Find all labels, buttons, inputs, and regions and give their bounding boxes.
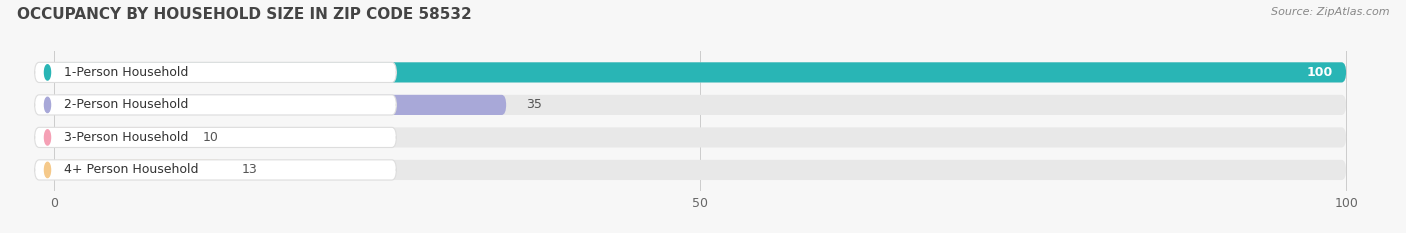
- Text: 100: 100: [1308, 66, 1333, 79]
- FancyBboxPatch shape: [53, 127, 1346, 147]
- FancyBboxPatch shape: [53, 160, 222, 180]
- Circle shape: [45, 130, 51, 145]
- FancyBboxPatch shape: [53, 95, 1346, 115]
- Text: 4+ Person Household: 4+ Person Household: [65, 163, 198, 176]
- FancyBboxPatch shape: [53, 62, 1346, 82]
- FancyBboxPatch shape: [35, 160, 396, 180]
- Circle shape: [45, 97, 51, 113]
- FancyBboxPatch shape: [53, 62, 1346, 82]
- FancyBboxPatch shape: [53, 160, 1346, 180]
- Text: 10: 10: [202, 131, 218, 144]
- Text: 1-Person Household: 1-Person Household: [65, 66, 188, 79]
- Text: 3-Person Household: 3-Person Household: [65, 131, 188, 144]
- Text: Source: ZipAtlas.com: Source: ZipAtlas.com: [1271, 7, 1389, 17]
- FancyBboxPatch shape: [53, 127, 183, 147]
- FancyBboxPatch shape: [35, 95, 396, 115]
- FancyBboxPatch shape: [35, 127, 396, 147]
- Text: 35: 35: [526, 98, 541, 111]
- Circle shape: [45, 162, 51, 178]
- Text: 13: 13: [242, 163, 257, 176]
- FancyBboxPatch shape: [35, 62, 396, 82]
- Circle shape: [45, 65, 51, 80]
- Text: 2-Person Household: 2-Person Household: [65, 98, 188, 111]
- FancyBboxPatch shape: [53, 95, 506, 115]
- Text: OCCUPANCY BY HOUSEHOLD SIZE IN ZIP CODE 58532: OCCUPANCY BY HOUSEHOLD SIZE IN ZIP CODE …: [17, 7, 471, 22]
